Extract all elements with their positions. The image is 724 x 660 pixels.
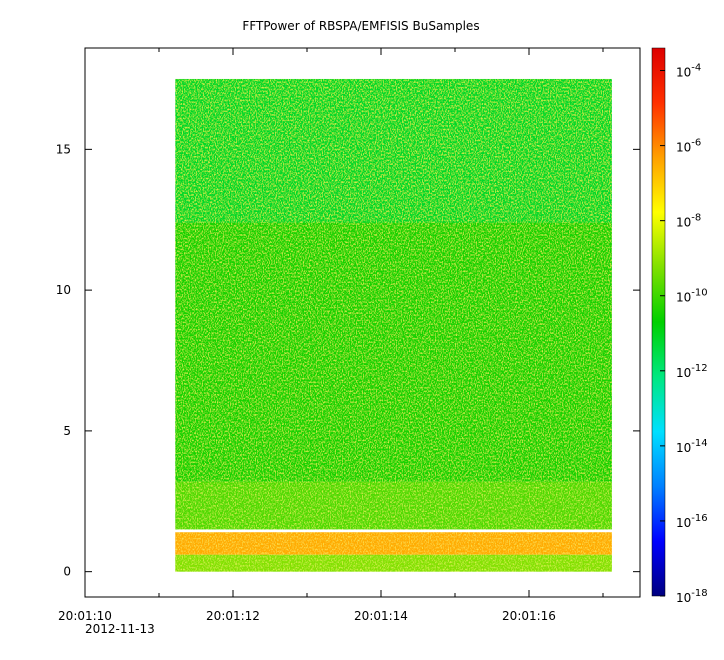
x-tick-label: 20:01:16 [502, 609, 556, 623]
y-tick-label: 15 [56, 142, 71, 156]
axes-layer: 0 5 10 15 20:01:10 20:01:12 20:01:14 20:01:16 [56, 48, 640, 623]
x-date-label: 2012-11-13 [85, 622, 155, 636]
x-tick-label: 20:01:14 [354, 609, 408, 623]
colorbar-tick-label: 10-12 [676, 363, 708, 380]
colorbar-tick-label: 10-6 [676, 138, 701, 155]
colorbar [651, 47, 666, 597]
y-tick-label: 5 [63, 424, 71, 438]
colorbar-tick-label: 10-18 [676, 588, 708, 605]
heatmap-region [175, 78, 612, 223]
x-tick-label: 20:01:12 [206, 609, 260, 623]
chart-title: FFTPower of RBSPA/EMFISIS BuSamples [242, 19, 479, 33]
heatmap-region [175, 554, 612, 572]
colorbar-tick-label: 10-16 [676, 513, 708, 530]
colorbar-tick-label: 10-14 [676, 438, 708, 455]
y-tick-label: 0 [63, 565, 71, 579]
y-tick-label: 10 [56, 283, 71, 297]
colorbar-tick-label: 10-8 [676, 213, 701, 230]
heatmap-region [175, 481, 612, 530]
colorbar-tick-label: 10-4 [676, 63, 701, 80]
heatmap-layer [175, 78, 612, 572]
colorbar-ticks: 10-4 10-6 10-8 10-10 10-12 10-14 10-16 10-18 [660, 63, 708, 605]
heatmap-region [175, 222, 612, 482]
colorbar-tick-label: 10-10 [676, 288, 708, 305]
x-tick-label: 20:01:10 [58, 609, 112, 623]
heatmap-region [175, 532, 612, 555]
